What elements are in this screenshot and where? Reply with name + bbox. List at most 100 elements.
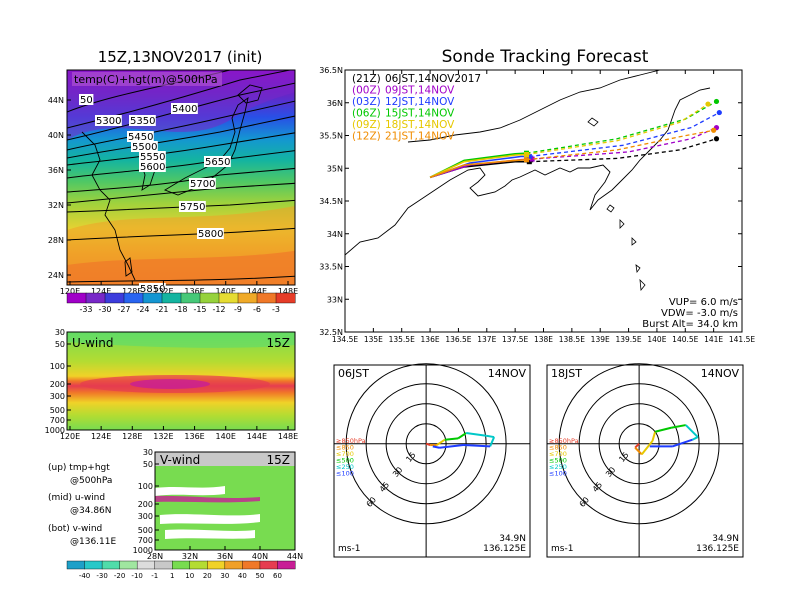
hodograph-18jst: 18JST 14NOV15304560≥850hPa≤850≤700≤500≤25… xyxy=(546,363,744,558)
temp-colorbar-label: -21 xyxy=(155,305,168,314)
vwind-lat-label: 32N xyxy=(182,552,198,561)
tracking-lon-label: 140.5E xyxy=(672,335,698,344)
tracking-lon-label: 139E xyxy=(591,335,610,344)
uwind-p-label: 100 xyxy=(50,362,65,371)
vwind-lat-label: 40N xyxy=(252,552,268,561)
wind-colorbar-label: 1 xyxy=(170,572,174,580)
wind-colorbar-label: 30 xyxy=(220,572,229,580)
uwind-lon-label: 140E xyxy=(216,432,236,441)
left-title: 15Z,13NOV2017 (init) xyxy=(98,48,263,66)
contour-5750 xyxy=(67,199,295,213)
run-label: 21JST,14NOV xyxy=(385,131,455,143)
tracking-lon-label: 141.5E xyxy=(729,335,755,344)
warm-core xyxy=(67,250,295,285)
run-code: (06Z) xyxy=(352,108,381,120)
wind-colorbar-label: -40 xyxy=(79,572,90,580)
hodo-pressure-legend: ≤850 xyxy=(336,444,354,452)
hodo-pressure-legend: ≤250 xyxy=(336,463,354,471)
map-label: temp(C)+hgt(m)@500hPa xyxy=(74,73,218,86)
landing-marker xyxy=(711,127,717,133)
map-lon-label: 144E xyxy=(247,287,267,296)
wind-colorbar-label: -1 xyxy=(151,572,158,580)
wind-colorbar-swatch xyxy=(119,560,138,570)
temp-colorbar-swatch xyxy=(66,292,87,304)
hodo-units: ms-1 xyxy=(551,544,573,554)
uwind-time: 15Z xyxy=(267,336,291,350)
tracking-lat-ticks: 36.5N 36N 35.5N 35N 34.5N 34N 33.5N 33N 32.5N xyxy=(319,66,742,337)
uwind-p-label: 200 xyxy=(50,380,65,389)
contour-label: 50 xyxy=(80,95,93,106)
vwind-p-label: 200 xyxy=(138,500,153,509)
contour-label-bg xyxy=(171,103,198,114)
run-code: (12Z) xyxy=(352,131,381,143)
contour-5650 xyxy=(67,167,295,193)
hodo-segment xyxy=(641,440,654,456)
hodo-frame xyxy=(333,364,531,558)
temp-colorbar-swatch xyxy=(237,292,258,304)
legend-mid-line2: @34.86N xyxy=(70,506,112,516)
tracking-lat-label: 32.5N xyxy=(319,328,343,337)
vwind-band-4 xyxy=(165,529,255,539)
wind-colorbar-swatch xyxy=(277,560,296,570)
vwind-lat-label: 44N xyxy=(287,552,303,561)
tracking-title: Sonde Tracking Forecast xyxy=(442,47,649,67)
vwind-p-label: 500 xyxy=(138,526,153,535)
uwind-lon-label: 124E xyxy=(91,432,111,441)
island-2 xyxy=(606,204,615,213)
landing-marker xyxy=(713,136,720,142)
wind-colorbar-swatch xyxy=(259,560,278,570)
map-lon-label: 128E xyxy=(122,287,142,296)
hodo-segment xyxy=(485,434,495,439)
contour-label: 5800 xyxy=(198,229,223,240)
wind-colorbar-label: -10 xyxy=(131,572,142,580)
temp-colorbar-label: -15 xyxy=(193,305,206,314)
island-5 xyxy=(635,264,641,274)
hodo-pressure-legend: ≤250 xyxy=(549,463,567,471)
hodo-segment xyxy=(672,438,693,448)
island-4 xyxy=(631,237,637,246)
contour-label-bg xyxy=(189,178,216,189)
contour-label-bg xyxy=(139,283,166,294)
wind-colorbar-swatch xyxy=(172,560,191,570)
map-frame xyxy=(66,69,296,286)
contour-label: 5350 xyxy=(130,116,155,127)
contour-label: 5650 xyxy=(205,157,230,168)
contour-label-bg xyxy=(95,115,122,126)
contour-label-bg xyxy=(129,115,156,126)
hodo-segment xyxy=(457,432,467,440)
wind-colorbar-label: -20 xyxy=(114,572,125,580)
island-1 xyxy=(587,117,599,127)
run-label: 09JST,14NOV xyxy=(385,85,455,97)
uwind-lon-ticks: 120E 124E 128E 132E 136E 140E 144E 148E xyxy=(60,426,298,441)
island-3 xyxy=(619,219,625,229)
track-descent xyxy=(526,103,709,156)
burst-marker xyxy=(529,156,535,162)
map-lat-label: 32N xyxy=(48,201,64,210)
tracking-lon-label: 135.5E xyxy=(389,335,415,344)
hodo-segment xyxy=(692,436,699,441)
tracking-lat-label: 33.5N xyxy=(319,263,343,272)
hodo-pressure-legend: ≤700 xyxy=(336,450,354,458)
landing-marker xyxy=(705,101,711,107)
wind-colorbar-swatch xyxy=(224,560,243,570)
contour-label-bg xyxy=(179,201,206,212)
tracking-lat-label: 36N xyxy=(327,99,343,108)
honshu-north-coast xyxy=(407,70,661,143)
run-label: 12JST,14NOV xyxy=(385,96,455,108)
legend-up-line1: (up) tmp+hgt xyxy=(48,463,110,473)
tracking-lon-label: 137.5E xyxy=(502,335,528,344)
map-lat-label: 24N xyxy=(48,271,64,280)
map-lat-label: 36N xyxy=(48,166,64,175)
map-label-bg xyxy=(72,72,222,86)
wind-colorbar: -40 -30 -20 -10 -1 1 10 20 30 40 50 60 xyxy=(66,560,296,580)
vwind-p-label: 300 xyxy=(138,512,153,521)
tracking-lon-label: 140E xyxy=(647,335,666,344)
uwind-jet-core xyxy=(130,379,210,389)
wind-colorbar-label: 50 xyxy=(255,572,264,580)
uwind-lon-label: 144E xyxy=(247,432,267,441)
hodo-time: 06JST xyxy=(338,367,369,380)
param-vup: VUP= 6.0 m/s xyxy=(669,297,738,308)
tracking-coast xyxy=(345,70,711,292)
map-lat-label: 40N xyxy=(48,131,64,140)
